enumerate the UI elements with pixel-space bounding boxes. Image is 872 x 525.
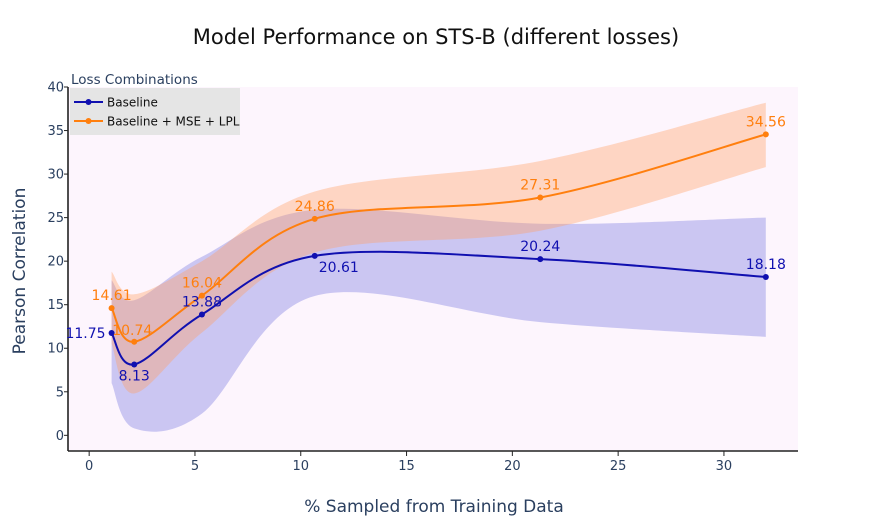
legend-swatch-marker-1 bbox=[85, 118, 92, 124]
data-label-series-0: 11.75 bbox=[65, 326, 105, 342]
data-label-series-0: 18.18 bbox=[746, 257, 786, 273]
data-point-series-1 bbox=[762, 131, 769, 138]
x-tick-label: 0 bbox=[85, 459, 93, 474]
x-tick-label: 15 bbox=[398, 459, 415, 474]
y-tick-label: 5 bbox=[56, 385, 64, 400]
chart-title: Model Performance on STS-B (different lo… bbox=[193, 25, 679, 49]
x-tick-label: 20 bbox=[504, 459, 521, 474]
data-point-series-1 bbox=[311, 215, 318, 222]
legend-title: Loss Combinations bbox=[71, 72, 198, 88]
data-label-series-1: 16.04 bbox=[182, 276, 222, 292]
data-label-series-1: 24.86 bbox=[295, 199, 335, 215]
confidence-band-series-1 bbox=[111, 102, 766, 394]
legend-label-0: Baseline bbox=[107, 96, 158, 110]
legend: Loss Combinations Baseline Baseline + MSE… bbox=[70, 72, 240, 135]
data-label-series-1: 34.56 bbox=[746, 114, 786, 130]
data-point-series-1 bbox=[198, 292, 205, 299]
data-point-series-0 bbox=[311, 252, 318, 259]
data-point-series-1 bbox=[537, 194, 544, 201]
x-tick-label: 10 bbox=[292, 459, 309, 474]
legend-swatch-marker-0 bbox=[85, 99, 92, 105]
confidence-band-series-0 bbox=[111, 208, 766, 432]
y-tick-label: 10 bbox=[47, 342, 64, 357]
x-tick-label: 30 bbox=[716, 459, 733, 474]
legend-label-1: Baseline + MSE + LPL bbox=[107, 115, 240, 129]
y-tick-label: 30 bbox=[47, 168, 64, 183]
data-label-series-0: 20.24 bbox=[520, 239, 560, 255]
legend-box bbox=[70, 88, 240, 135]
data-label-series-0: 8.13 bbox=[119, 369, 150, 385]
x-tick-label: 5 bbox=[191, 459, 199, 474]
data-label-series-0: 13.88 bbox=[182, 294, 222, 310]
data-point-series-0 bbox=[108, 330, 115, 337]
y-tick-label: 0 bbox=[56, 429, 64, 444]
data-label-series-0: 20.61 bbox=[319, 260, 359, 276]
data-label-series-1: 27.31 bbox=[520, 178, 560, 194]
x-axis-title: % Sampled from Training Data bbox=[304, 497, 564, 517]
y-tick-label: 35 bbox=[47, 124, 64, 139]
data-point-series-1 bbox=[131, 338, 138, 345]
y-tick-label: 20 bbox=[47, 255, 64, 270]
y-axis-title: Pearson Correlation bbox=[10, 188, 30, 355]
x-tick-label: 25 bbox=[610, 459, 627, 474]
y-tick-label: 25 bbox=[47, 211, 64, 226]
data-point-series-0 bbox=[762, 274, 769, 281]
data-label-series-1: 10.74 bbox=[112, 323, 152, 339]
data-point-series-0 bbox=[131, 361, 138, 368]
data-point-series-1 bbox=[108, 305, 115, 312]
data-point-series-0 bbox=[537, 256, 544, 263]
y-tick-label: 15 bbox=[47, 298, 64, 313]
data-point-series-0 bbox=[198, 311, 205, 318]
y-tick-label: 40 bbox=[47, 81, 64, 96]
data-label-series-1: 14.61 bbox=[92, 288, 132, 304]
